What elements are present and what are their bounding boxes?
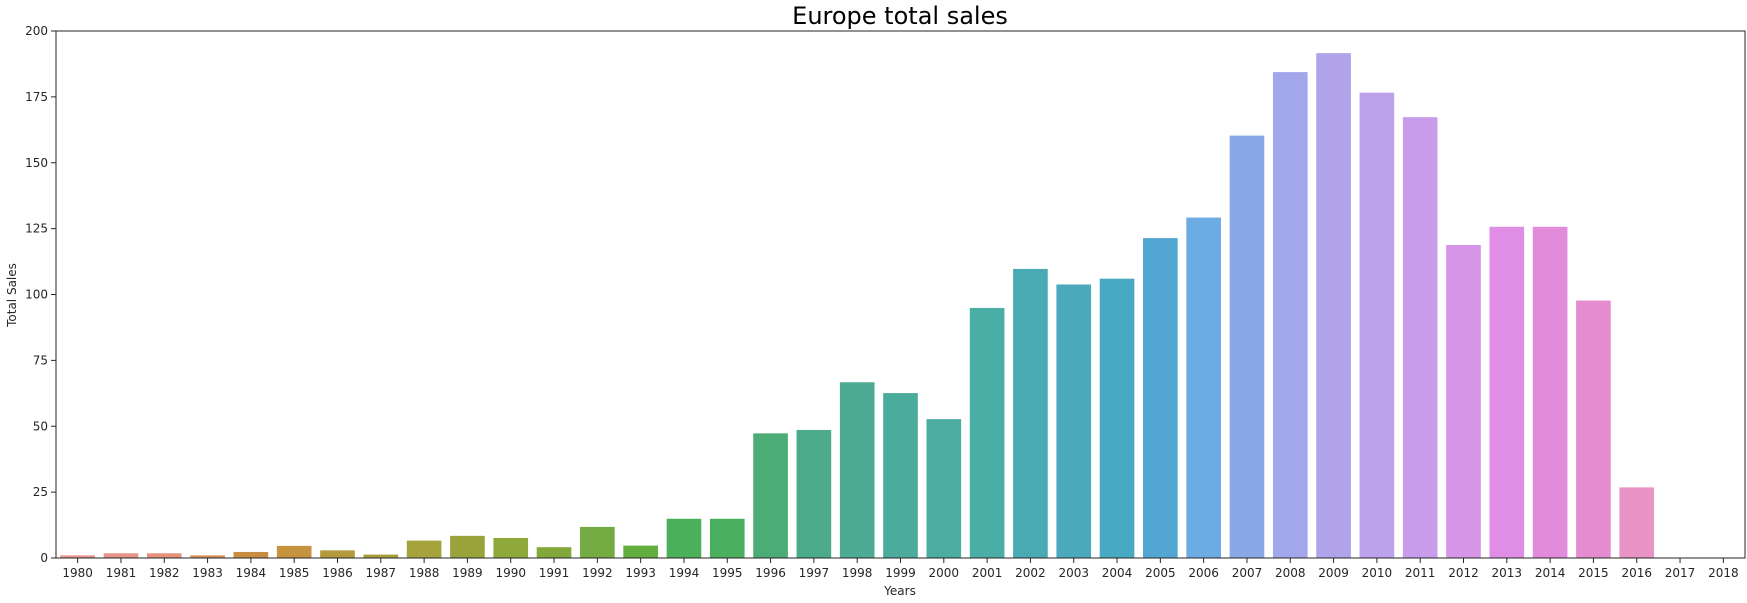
- x-tick-label: 2007: [1232, 566, 1263, 580]
- x-tick-label: 2003: [1058, 566, 1089, 580]
- x-tick-label: 1980: [62, 566, 93, 580]
- y-tick-label: 100: [25, 288, 48, 302]
- bar-2006: [1186, 217, 1221, 559]
- x-tick-label: 1982: [149, 566, 180, 580]
- x-tick-label: 1988: [409, 566, 440, 580]
- x-tick-label: 1984: [236, 566, 267, 580]
- x-tick-label: 1990: [495, 566, 526, 580]
- x-tick-label: 1997: [799, 566, 830, 580]
- bar-2007: [1229, 135, 1265, 558]
- bar-2014: [1532, 226, 1568, 558]
- y-tick-label: 125: [25, 222, 48, 236]
- bar-1990: [493, 537, 529, 558]
- bar-2000: [926, 419, 962, 558]
- x-tick-label: 1995: [712, 566, 743, 580]
- bar-1981: [103, 553, 139, 558]
- y-axis-label: Total Sales: [5, 263, 19, 328]
- x-axis: 1980 1981 1982 1983 1984 1985 1986 1987 1988 1989…: [62, 558, 1739, 580]
- x-tick-label: 1996: [755, 566, 786, 580]
- y-tick-label: 50: [33, 419, 48, 433]
- x-tick-label: 2000: [929, 566, 960, 580]
- x-tick-label: 1998: [842, 566, 873, 580]
- bar-1989: [450, 535, 485, 558]
- x-tick-label: 2005: [1145, 566, 1176, 580]
- bar-1994: [666, 518, 702, 558]
- x-tick-label: 1992: [582, 566, 613, 580]
- bar-1980: [60, 555, 95, 558]
- y-tick-label: 25: [33, 485, 48, 499]
- y-tick-label: 200: [25, 24, 48, 38]
- x-tick-label: 1985: [279, 566, 310, 580]
- bar-1999: [883, 393, 918, 558]
- x-tick-label: 1987: [366, 566, 397, 580]
- plot-frame: [55, 30, 1746, 559]
- bar-2015: [1576, 300, 1611, 558]
- x-tick-label: 1993: [625, 566, 656, 580]
- x-tick-label: 1991: [539, 566, 570, 580]
- x-tick-label: 2014: [1535, 566, 1566, 580]
- x-tick-label: 2001: [972, 566, 1003, 580]
- bar-2012: [1446, 244, 1481, 558]
- bar-1986: [320, 550, 355, 558]
- x-tick-label: 1981: [106, 566, 137, 580]
- bar-2003: [1056, 284, 1092, 558]
- x-tick-label: 2017: [1665, 566, 1696, 580]
- x-tick-label: 2015: [1578, 566, 1609, 580]
- x-tick-label: 1986: [322, 566, 353, 580]
- x-tick-label: 2009: [1318, 566, 1349, 580]
- bar-1984: [233, 551, 269, 558]
- x-tick-label: 2013: [1492, 566, 1523, 580]
- y-tick-label: 150: [25, 156, 48, 170]
- bar-2001: [969, 307, 1005, 558]
- bar-1997: [796, 429, 832, 558]
- x-tick-label: 1989: [452, 566, 483, 580]
- bar-1983: [190, 555, 225, 558]
- bar-2016: [1619, 487, 1655, 558]
- x-tick-label: 2010: [1362, 566, 1393, 580]
- bar-2011: [1402, 117, 1438, 559]
- bar-2009: [1316, 53, 1351, 558]
- bar-2013: [1489, 226, 1525, 558]
- x-tick-label: 2016: [1621, 566, 1652, 580]
- bars-group: [60, 53, 1655, 559]
- bar-2008: [1272, 72, 1308, 558]
- x-tick-label: 1994: [669, 566, 700, 580]
- x-tick-label: 1999: [885, 566, 916, 580]
- bar-1985: [276, 545, 312, 558]
- chart-title: Europe total sales: [792, 2, 1008, 30]
- bar-1995: [709, 518, 745, 558]
- bar-1982: [146, 553, 182, 558]
- y-tick-label: 175: [25, 90, 48, 104]
- bar-1993: [623, 545, 658, 558]
- x-tick-label: 2018: [1708, 566, 1739, 580]
- y-tick-label: 75: [33, 353, 48, 367]
- bar-2002: [1013, 268, 1048, 558]
- bar-1988: [406, 540, 442, 558]
- bar-2010: [1359, 92, 1395, 558]
- x-tick-label: 2004: [1102, 566, 1133, 580]
- y-tick-label: 0: [40, 551, 48, 565]
- bar-2005: [1143, 238, 1178, 558]
- x-tick-label: 2002: [1015, 566, 1046, 580]
- x-tick-label: 2012: [1448, 566, 1479, 580]
- bar-1996: [753, 433, 788, 558]
- x-tick-label: 2008: [1275, 566, 1306, 580]
- x-tick-label: 2011: [1405, 566, 1436, 580]
- x-tick-label: 2006: [1188, 566, 1219, 580]
- bar-2004: [1099, 278, 1135, 558]
- bar-1991: [536, 547, 572, 558]
- bar-1987: [363, 554, 399, 558]
- bar-1998: [839, 382, 875, 558]
- x-axis-label: Years: [883, 584, 916, 598]
- bar-1992: [580, 526, 615, 558]
- x-tick-label: 1983: [192, 566, 223, 580]
- y-axis: 0 25 50 75 100 125 150 175 200: [25, 24, 56, 565]
